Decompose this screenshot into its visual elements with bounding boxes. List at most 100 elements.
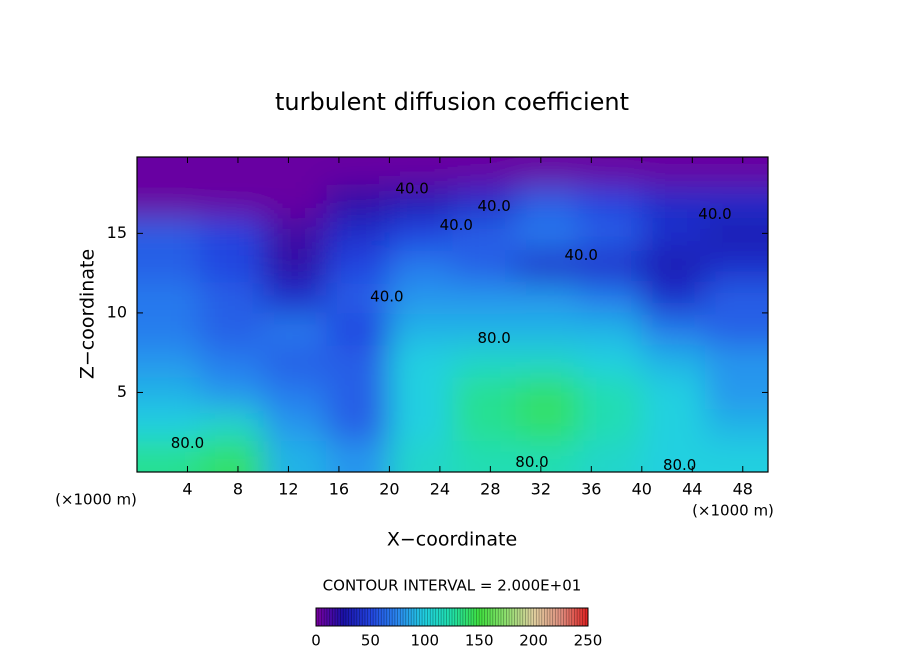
colorbar-swatch (378, 608, 382, 626)
colorbar-swatch (345, 608, 350, 626)
colorbar-swatch (479, 608, 483, 626)
field-cell (389, 440, 454, 472)
colorbar-swatch (413, 608, 418, 626)
colorbar-swatch (318, 608, 322, 626)
colorbar-swatch (558, 608, 562, 626)
colorbar-swatch (522, 608, 526, 626)
x-unit-label: (×1000 m) (692, 502, 774, 520)
field-cell (704, 440, 768, 472)
field-cell (515, 408, 580, 442)
field-cell (578, 376, 643, 410)
field-cell (641, 408, 706, 442)
field-cell (326, 440, 391, 472)
field-cell (326, 408, 391, 442)
chart-title: turbulent diffusion coefficient (275, 88, 629, 116)
colorbar-tick-label: 250 (574, 632, 603, 650)
x-tick-label: 12 (278, 480, 298, 499)
x-unit-label: (×1000 m) (55, 491, 137, 509)
field-cell (641, 217, 706, 251)
field-cell (704, 312, 768, 346)
colorbar-swatch (416, 608, 420, 626)
field-cell (263, 344, 328, 378)
field-cell (578, 217, 643, 251)
colorbar-swatch (568, 608, 573, 626)
field-cell (200, 408, 265, 442)
field-cell (452, 185, 517, 219)
colorbar-swatch (495, 608, 499, 626)
colorbar-swatch (457, 608, 461, 626)
field-cell (704, 344, 768, 378)
colorbar-swatch (370, 608, 374, 626)
field-cell (452, 217, 517, 251)
colorbar-swatch (571, 608, 575, 626)
colorbar-swatch (321, 608, 325, 626)
colorbar-swatch (373, 608, 377, 626)
x-tick-label: 44 (682, 480, 702, 499)
field-cell (263, 376, 328, 410)
field-cell (452, 440, 517, 472)
colorbar-swatch (481, 608, 486, 626)
colorbar-swatch (422, 608, 426, 626)
colorbar-swatch (389, 608, 393, 626)
colorbar-swatch (400, 608, 404, 626)
field (137, 157, 768, 472)
colorbar-swatch (514, 608, 518, 626)
contour-label: 40.0 (565, 246, 598, 264)
colorbar-swatch (582, 608, 586, 626)
field-cell (641, 157, 706, 187)
colorbar-swatch (364, 608, 369, 626)
field-cell (200, 185, 265, 219)
y-axis-label: Z−coordinate (77, 249, 99, 379)
colorbar-swatch (500, 608, 505, 626)
colorbar-tick-label: 100 (410, 632, 439, 650)
x-tick-label: 20 (379, 480, 399, 499)
field-cell (137, 344, 202, 378)
colorbar-swatch (354, 608, 358, 626)
colorbar-swatch (332, 608, 336, 626)
contour-label: 40.0 (698, 205, 731, 223)
field-cell (578, 249, 643, 283)
colorbar-frame (315, 607, 589, 627)
colorbar-swatch (536, 608, 540, 626)
colorbar-swatch (408, 608, 412, 626)
colorbar-swatch (476, 608, 480, 626)
colorbar-swatch (394, 608, 399, 626)
colorbar-swatch (324, 608, 328, 626)
contour-label: 40.0 (477, 197, 510, 215)
colorbar-swatch (549, 608, 554, 626)
contour-label: 80.0 (171, 434, 204, 452)
field-cell (641, 376, 706, 410)
colorbar-swatch (552, 608, 556, 626)
field-cell (578, 312, 643, 346)
field-cell (326, 376, 391, 410)
field-cell (578, 185, 643, 219)
colorbar-tick-label: 0 (311, 632, 321, 650)
colorbar-swatch (484, 608, 488, 626)
colorbar-swatch (579, 608, 584, 626)
colorbar-swatch (443, 608, 448, 626)
contour-label: 80.0 (515, 453, 548, 471)
colorbar-swatch (446, 608, 450, 626)
field-cell (389, 157, 454, 187)
x-tick-label: 16 (329, 480, 349, 499)
y-tick-label: 5 (117, 382, 127, 401)
field-cell (704, 408, 768, 442)
contour-label: 40.0 (370, 288, 403, 306)
field-cell (137, 185, 202, 219)
field-cell (389, 312, 454, 346)
field-cell (200, 157, 265, 187)
field-cell (578, 281, 643, 314)
field-cell (578, 440, 643, 472)
field-cell (641, 440, 706, 472)
colorbar-swatch (454, 608, 458, 626)
colorbar-swatch (462, 608, 467, 626)
field-cell (704, 376, 768, 410)
colorbar-swatch (574, 608, 578, 626)
x-tick-label: 40 (632, 480, 652, 499)
colorbar-swatch (340, 608, 344, 626)
colorbar-swatch (427, 608, 431, 626)
colorbar-swatch (509, 608, 513, 626)
field-cell (515, 440, 580, 472)
field-cell (515, 376, 580, 410)
colorbar-swatch (386, 608, 390, 626)
